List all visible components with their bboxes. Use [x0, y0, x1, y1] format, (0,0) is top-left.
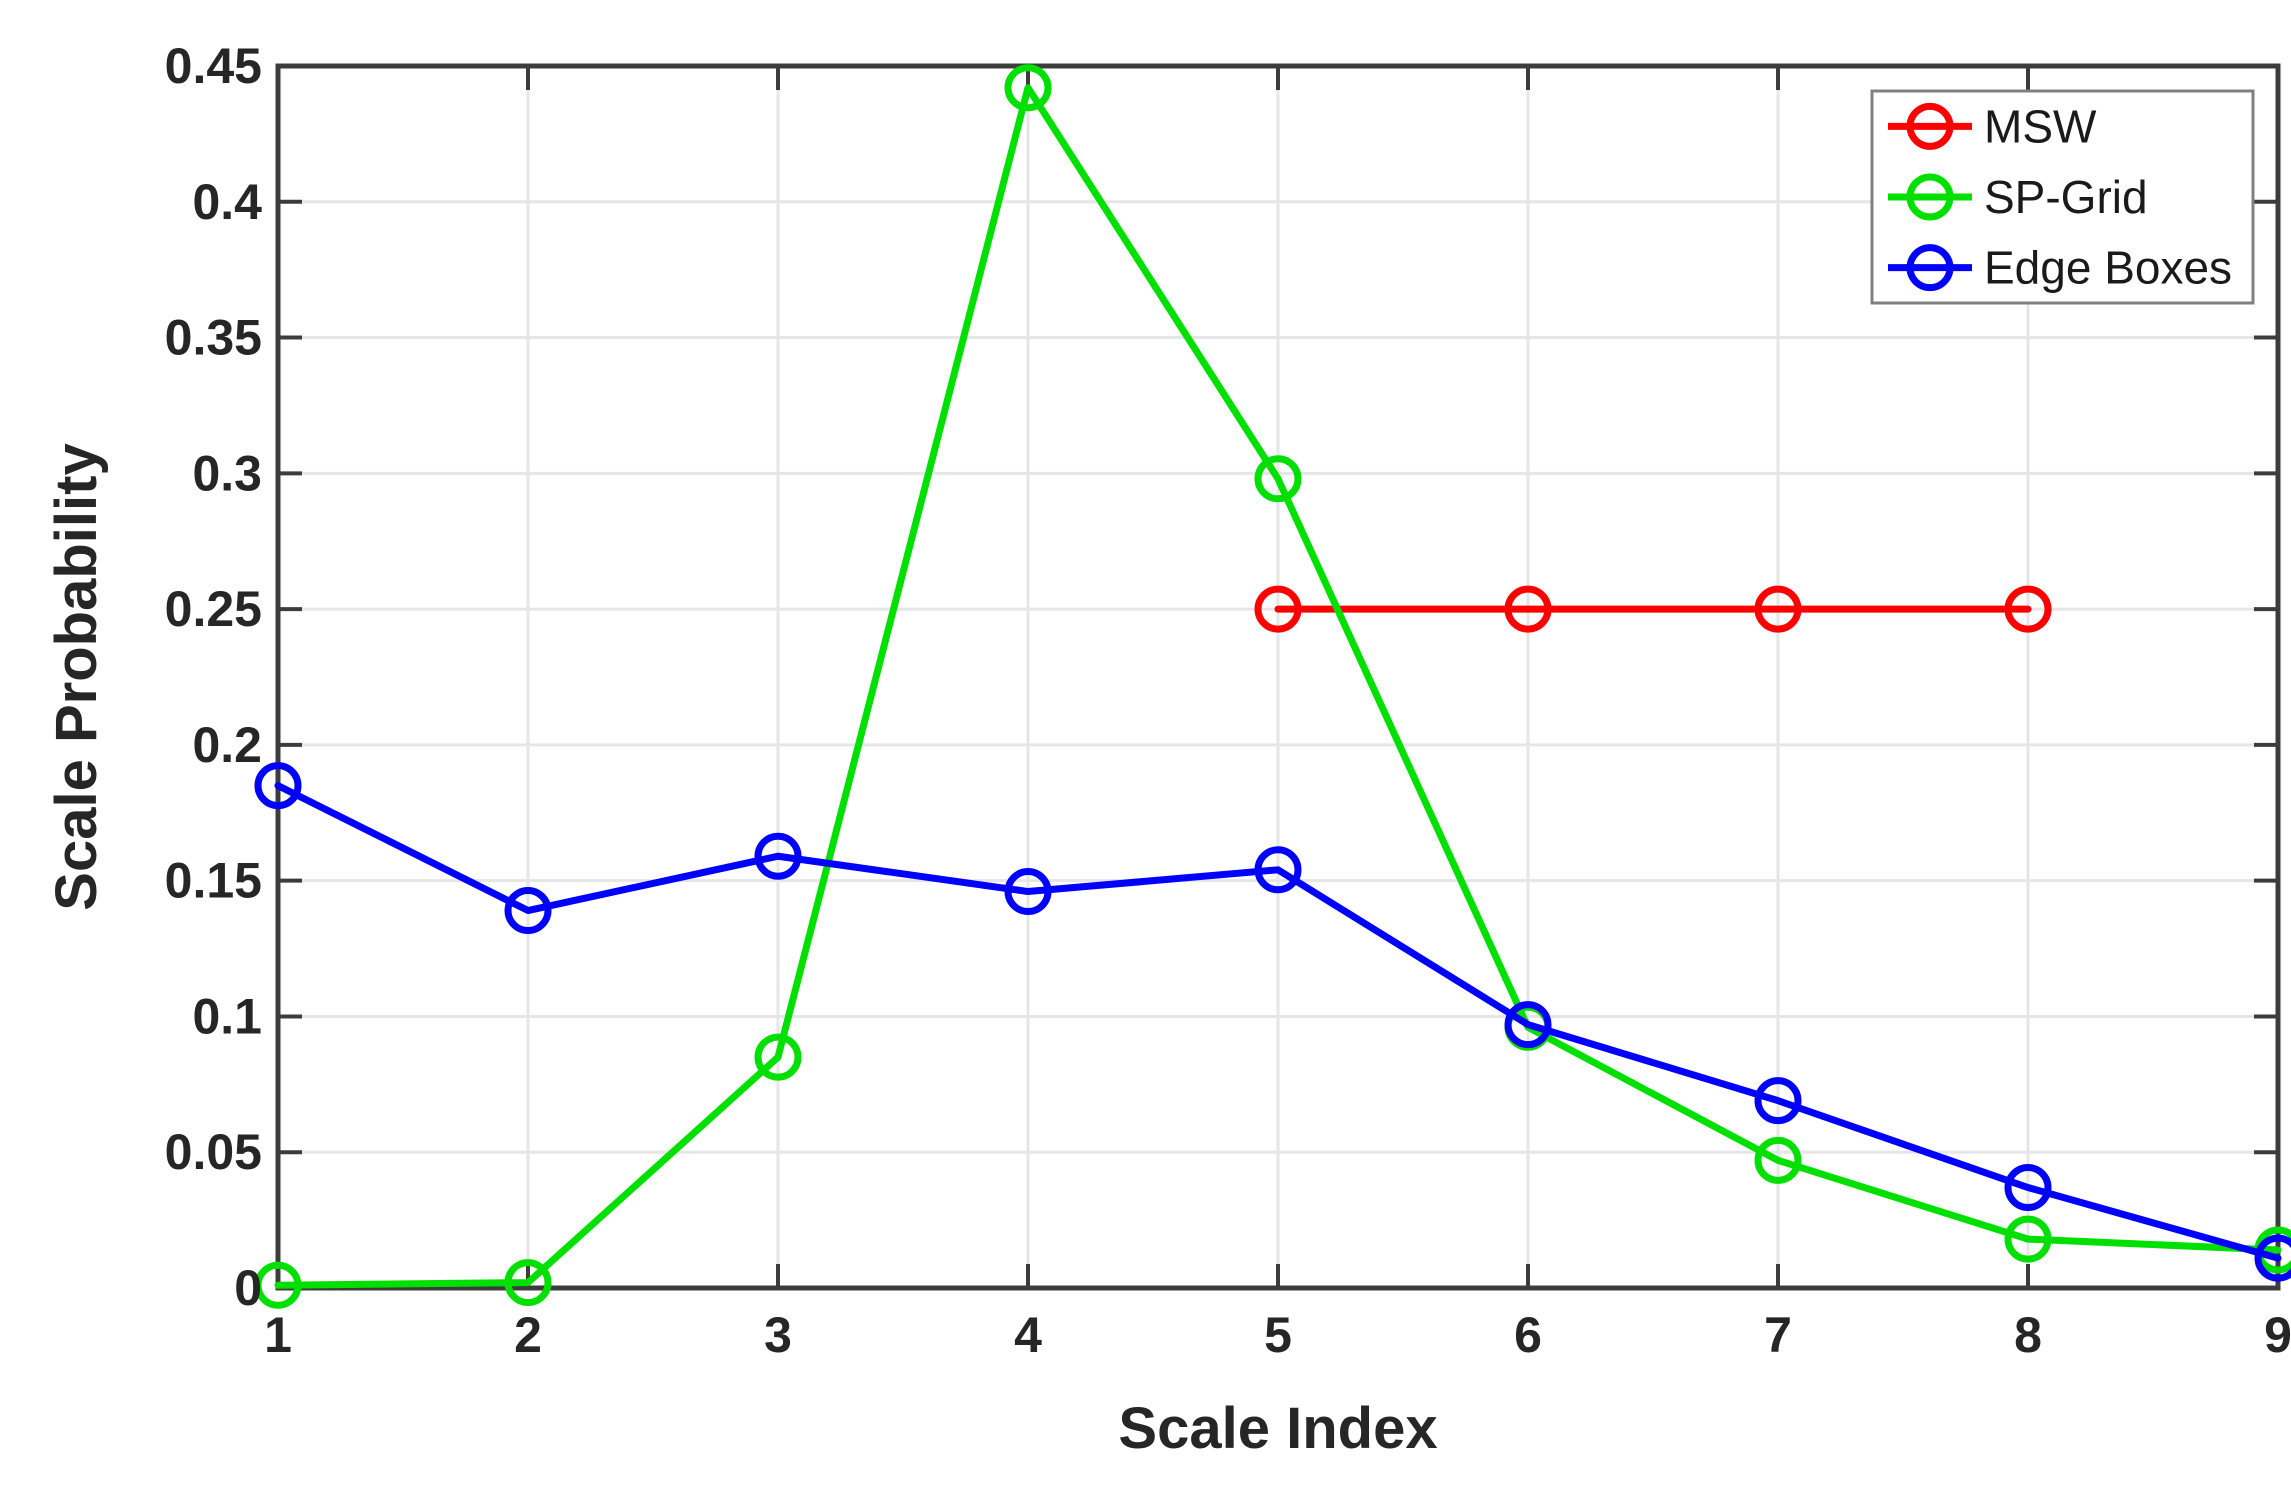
legend-marker-sample — [1906, 244, 1954, 292]
x-tick-label: 7 — [1764, 1307, 1792, 1363]
legend-label-sp-grid: SP-Grid — [1984, 171, 2148, 223]
x-tick-label: 6 — [1514, 1307, 1542, 1363]
legend: MSW SP-Grid Edge Boxes — [1870, 89, 2255, 305]
series-marker-edge-boxes — [1754, 1077, 1802, 1125]
series-marker-edge-boxes — [254, 762, 302, 810]
x-tick-label: 9 — [2264, 1307, 2291, 1363]
legend-marker-sample — [1906, 102, 1954, 150]
y-tick-label: 0.25 — [165, 581, 262, 637]
series-line-edge-boxes — [274, 782, 2282, 1262]
series-marker-sp-grid — [1004, 64, 1052, 112]
y-tick-label: 0.1 — [192, 988, 262, 1044]
series-marker-edge-boxes — [2254, 1234, 2291, 1282]
series-marker-sp-grid — [504, 1259, 552, 1307]
y-tick-label: 0.45 — [165, 38, 262, 94]
y-tick-label: 0.4 — [192, 174, 262, 230]
x-tick-label: 1 — [264, 1307, 292, 1363]
series-marker-edge-boxes — [1254, 846, 1302, 894]
series-line-sp-grid — [274, 84, 2282, 1289]
plot-border — [275, 63, 2281, 1291]
legend-marker-sample — [1906, 173, 1954, 221]
y-tick-label: 0.2 — [192, 717, 262, 773]
series-marker-msw — [1254, 585, 1302, 633]
x-axis-label: Scale Index — [1118, 1396, 1437, 1461]
series-marker-edge-boxes — [1004, 868, 1052, 916]
chart-figure: 1 2 3 4 5 6 7 8 9 0 0.05 0.1 0.15 0.2 0.25 0.3 0.35 0.4 0.… — [40, 16, 2291, 1478]
y-tick-label: 0.35 — [165, 310, 262, 366]
series-marker-msw — [1754, 585, 1802, 633]
series-marker-sp-grid — [1254, 455, 1302, 503]
x-tick-label: 8 — [2014, 1307, 2042, 1363]
x-tick-label: 5 — [1264, 1307, 1292, 1363]
series-marker-edge-boxes — [754, 832, 802, 880]
y-tick-label: 0.3 — [192, 445, 262, 501]
series-marker-msw — [2004, 585, 2052, 633]
series-marker-edge-boxes — [504, 887, 552, 935]
legend-label-edge-boxes: Edge Boxes — [1984, 242, 2232, 294]
y-tick-label: 0.05 — [165, 1124, 262, 1180]
x-tick-label: 3 — [764, 1307, 792, 1363]
series-marker-edge-boxes — [1504, 1001, 1552, 1049]
series-marker-sp-grid — [1754, 1136, 1802, 1184]
legend-label-msw: MSW — [1984, 100, 2097, 152]
series-marker-sp-grid — [2004, 1215, 2052, 1263]
series-marker-sp-grid — [254, 1261, 302, 1309]
x-tick-label: 4 — [1014, 1307, 1042, 1363]
series-marker-edge-boxes — [2004, 1164, 2052, 1212]
series-marker-sp-grid — [754, 1033, 802, 1081]
scale-probability-line-chart: 1 2 3 4 5 6 7 8 9 0 0.05 0.1 0.15 0.2 0.25 0.3 0.35 0.4 0.… — [40, 16, 2291, 1478]
x-tick-label: 2 — [514, 1307, 542, 1363]
y-tick-label: 0.15 — [165, 853, 262, 909]
y-tick-label: 0 — [234, 1260, 262, 1316]
y-axis-label: Scale Probability — [44, 443, 109, 910]
series-marker-msw — [1504, 585, 1552, 633]
